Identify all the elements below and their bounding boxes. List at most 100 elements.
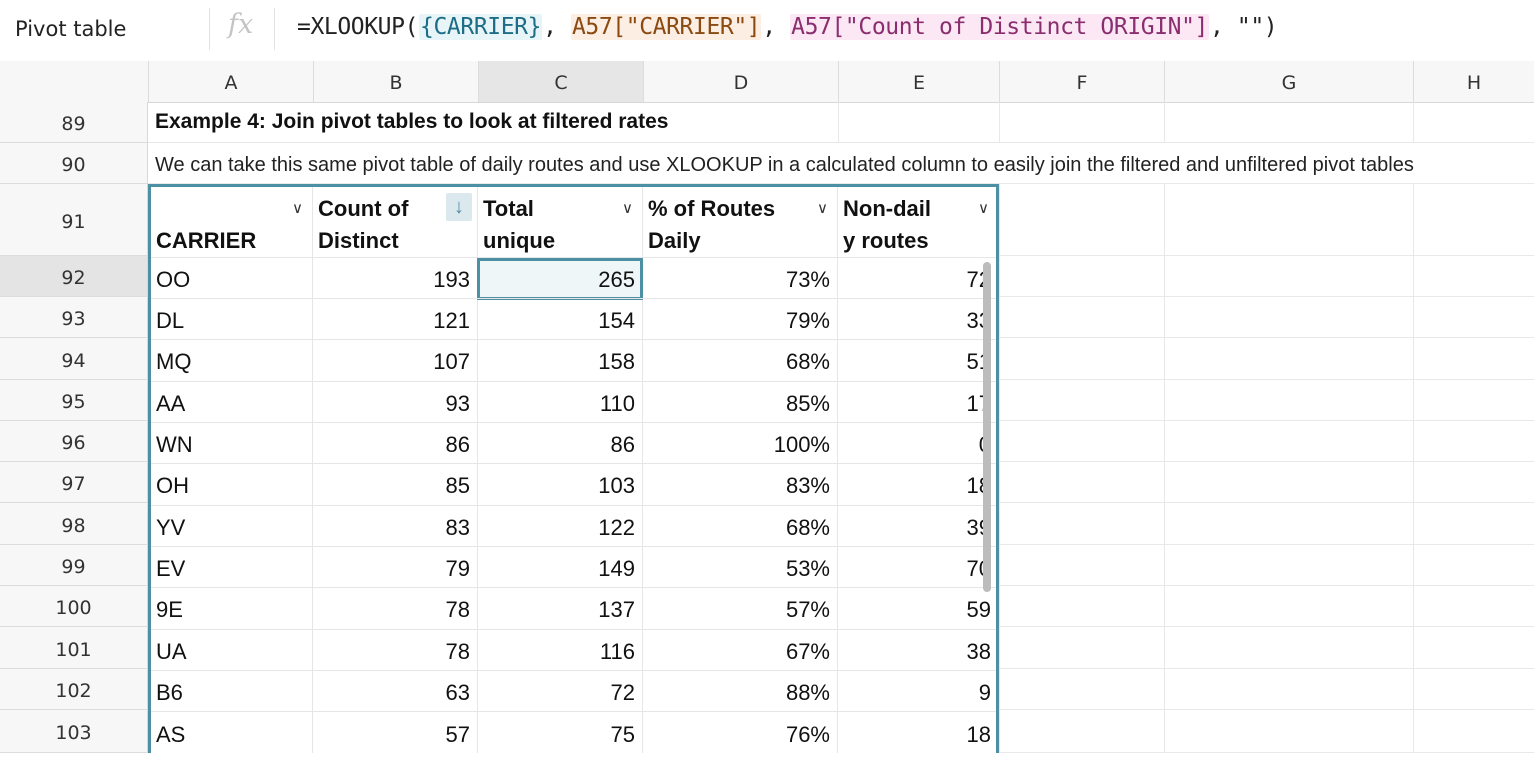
pivot-cell[interactable]: 18: [966, 722, 991, 747]
pivot-cell[interactable]: 265: [598, 267, 635, 292]
pivot-cell[interactable]: 110: [599, 391, 635, 416]
pivot-cell[interactable]: 0: [838, 423, 996, 464]
formula-input[interactable]: =XLOOKUP({CARRIER}, A57["CARRIER"], A57[…: [296, 14, 1278, 40]
pivot-cell[interactable]: 93: [445, 391, 470, 416]
pivot-cell[interactable]: 149: [598, 556, 635, 581]
column-header-h[interactable]: H: [1413, 61, 1534, 102]
pivot-cell[interactable]: 193: [433, 267, 470, 292]
row-header-99[interactable]: 99: [0, 545, 148, 586]
pivot-header[interactable]: Non-dail y routes ∨: [838, 187, 996, 258]
pivot-cell[interactable]: 107: [433, 349, 470, 374]
row-header-89[interactable]: 89: [0, 102, 148, 143]
pivot-cell[interactable]: 72: [610, 680, 635, 705]
pivot-header[interactable]: % of Routes Daily ∨: [643, 187, 838, 258]
pivot-row-label[interactable]: 9E: [156, 597, 183, 622]
pivot-cell[interactable]: 86: [610, 432, 635, 457]
row-header-98[interactable]: 98: [0, 503, 148, 545]
pivot-cell[interactable]: 154: [598, 308, 635, 333]
chevron-down-icon[interactable]: ∨: [622, 200, 633, 217]
column-header-d[interactable]: D: [643, 61, 838, 102]
pivot-row-label[interactable]: WN: [156, 432, 193, 457]
pivot-cell[interactable]: 73%: [785, 267, 830, 292]
row-header-102[interactable]: 102: [0, 669, 148, 710]
pivot-cell[interactable]: 76%: [785, 722, 830, 747]
grid-line: [838, 102, 839, 143]
pivot-cell[interactable]: 88%: [785, 680, 830, 705]
column-header-b[interactable]: B: [313, 61, 478, 102]
pivot-row-label[interactable]: YV: [156, 515, 186, 540]
pivot-row-label[interactable]: B6: [156, 680, 183, 705]
row-header-94[interactable]: 94: [0, 338, 148, 380]
pivot-cell[interactable]: 78: [445, 597, 470, 622]
row-header-101[interactable]: 101: [0, 627, 148, 669]
row-header-92[interactable]: 92: [0, 256, 148, 297]
row-header-95[interactable]: 95: [0, 380, 148, 421]
pivot-header[interactable]: CARRIER ∨: [151, 187, 313, 258]
pivot-cell[interactable]: 158: [598, 349, 635, 374]
chevron-down-icon[interactable]: ∨: [978, 200, 989, 217]
pivot-header[interactable]: Total unique ∨: [478, 187, 643, 258]
pivot-cell[interactable]: 103: [598, 473, 635, 498]
name-box[interactable]: Pivot table: [15, 17, 127, 41]
pivot-row-label[interactable]: EV: [156, 556, 186, 581]
pivot-cell[interactable]: 68%: [785, 349, 830, 374]
pivot-cell[interactable]: 79%: [785, 308, 830, 333]
pivot-cell[interactable]: 63: [445, 680, 470, 705]
row-header-93[interactable]: 93: [0, 297, 148, 338]
pivot-cell[interactable]: 79: [445, 556, 470, 581]
pivot-row-label[interactable]: AA: [156, 391, 186, 416]
pivot-header-label: CARRIER: [156, 228, 257, 253]
row-header-96[interactable]: 96: [0, 421, 148, 462]
chevron-down-icon[interactable]: ∨: [817, 200, 828, 217]
column-header-f[interactable]: F: [999, 61, 1164, 102]
pivot-cell[interactable]: 33: [966, 308, 991, 333]
pivot-cell[interactable]: 122: [598, 515, 635, 540]
row-header-97[interactable]: 97: [0, 462, 148, 503]
row-header-90[interactable]: 90: [0, 143, 148, 184]
pivot-cell[interactable]: 137: [598, 597, 635, 622]
pivot-cell[interactable]: 72: [966, 267, 991, 292]
pivot-cell[interactable]: 57%: [785, 597, 830, 622]
pivot-header[interactable]: Count of Distinct ↓: [313, 187, 478, 258]
pivot-cell[interactable]: 83: [445, 515, 470, 540]
pivot-row-label[interactable]: OO: [156, 267, 191, 292]
pivot-cell[interactable]: 116: [599, 639, 635, 664]
pivot-row-label[interactable]: DL: [156, 308, 185, 333]
column-header-e[interactable]: E: [838, 61, 999, 102]
pivot-grid-line: [151, 257, 996, 258]
pivot-cell[interactable]: 38: [966, 639, 991, 664]
pivot-cell[interactable]: 57: [445, 722, 470, 747]
pivot-cell[interactable]: 9: [978, 680, 991, 705]
column-header-g[interactable]: G: [1164, 61, 1413, 102]
pivot-cell[interactable]: 75: [610, 722, 635, 747]
pivot-cell[interactable]: 86: [445, 432, 470, 457]
pivot-cell[interactable]: 59: [966, 597, 991, 622]
pivot-row-label[interactable]: AS: [156, 722, 186, 747]
pivot-cell[interactable]: 67%: [785, 639, 830, 664]
pivot-cell[interactable]: 53%: [785, 556, 830, 581]
select-all-corner[interactable]: [0, 61, 148, 102]
pivot-cell[interactable]: 85%: [785, 391, 830, 416]
pivot-cell[interactable]: 17: [966, 391, 991, 416]
pivot-cell[interactable]: 70: [966, 556, 991, 581]
row-header-91[interactable]: 91: [0, 184, 148, 256]
pivot-cell[interactable]: 18: [966, 473, 991, 498]
pivot-cell[interactable]: 85: [445, 473, 470, 498]
chevron-down-icon[interactable]: ∨: [292, 200, 303, 217]
column-header-c[interactable]: C: [478, 61, 643, 102]
pivot-scrollbar[interactable]: [983, 262, 991, 592]
pivot-cell[interactable]: 51: [966, 349, 991, 374]
pivot-cell[interactable]: 100%: [773, 432, 830, 457]
sort-desc-icon[interactable]: ↓: [446, 193, 472, 221]
pivot-cell[interactable]: 83%: [785, 473, 830, 498]
pivot-row-label[interactable]: OH: [156, 473, 189, 498]
pivot-cell[interactable]: 39: [966, 515, 991, 540]
pivot-row-label[interactable]: MQ: [156, 349, 192, 374]
pivot-cell[interactable]: 78: [445, 639, 470, 664]
pivot-row-label[interactable]: UA: [156, 639, 187, 664]
row-header-103[interactable]: 103: [0, 710, 148, 753]
pivot-cell[interactable]: 68%: [785, 515, 830, 540]
row-header-100[interactable]: 100: [0, 586, 148, 627]
pivot-cell[interactable]: 121: [433, 308, 470, 333]
column-header-a[interactable]: A: [148, 61, 313, 102]
